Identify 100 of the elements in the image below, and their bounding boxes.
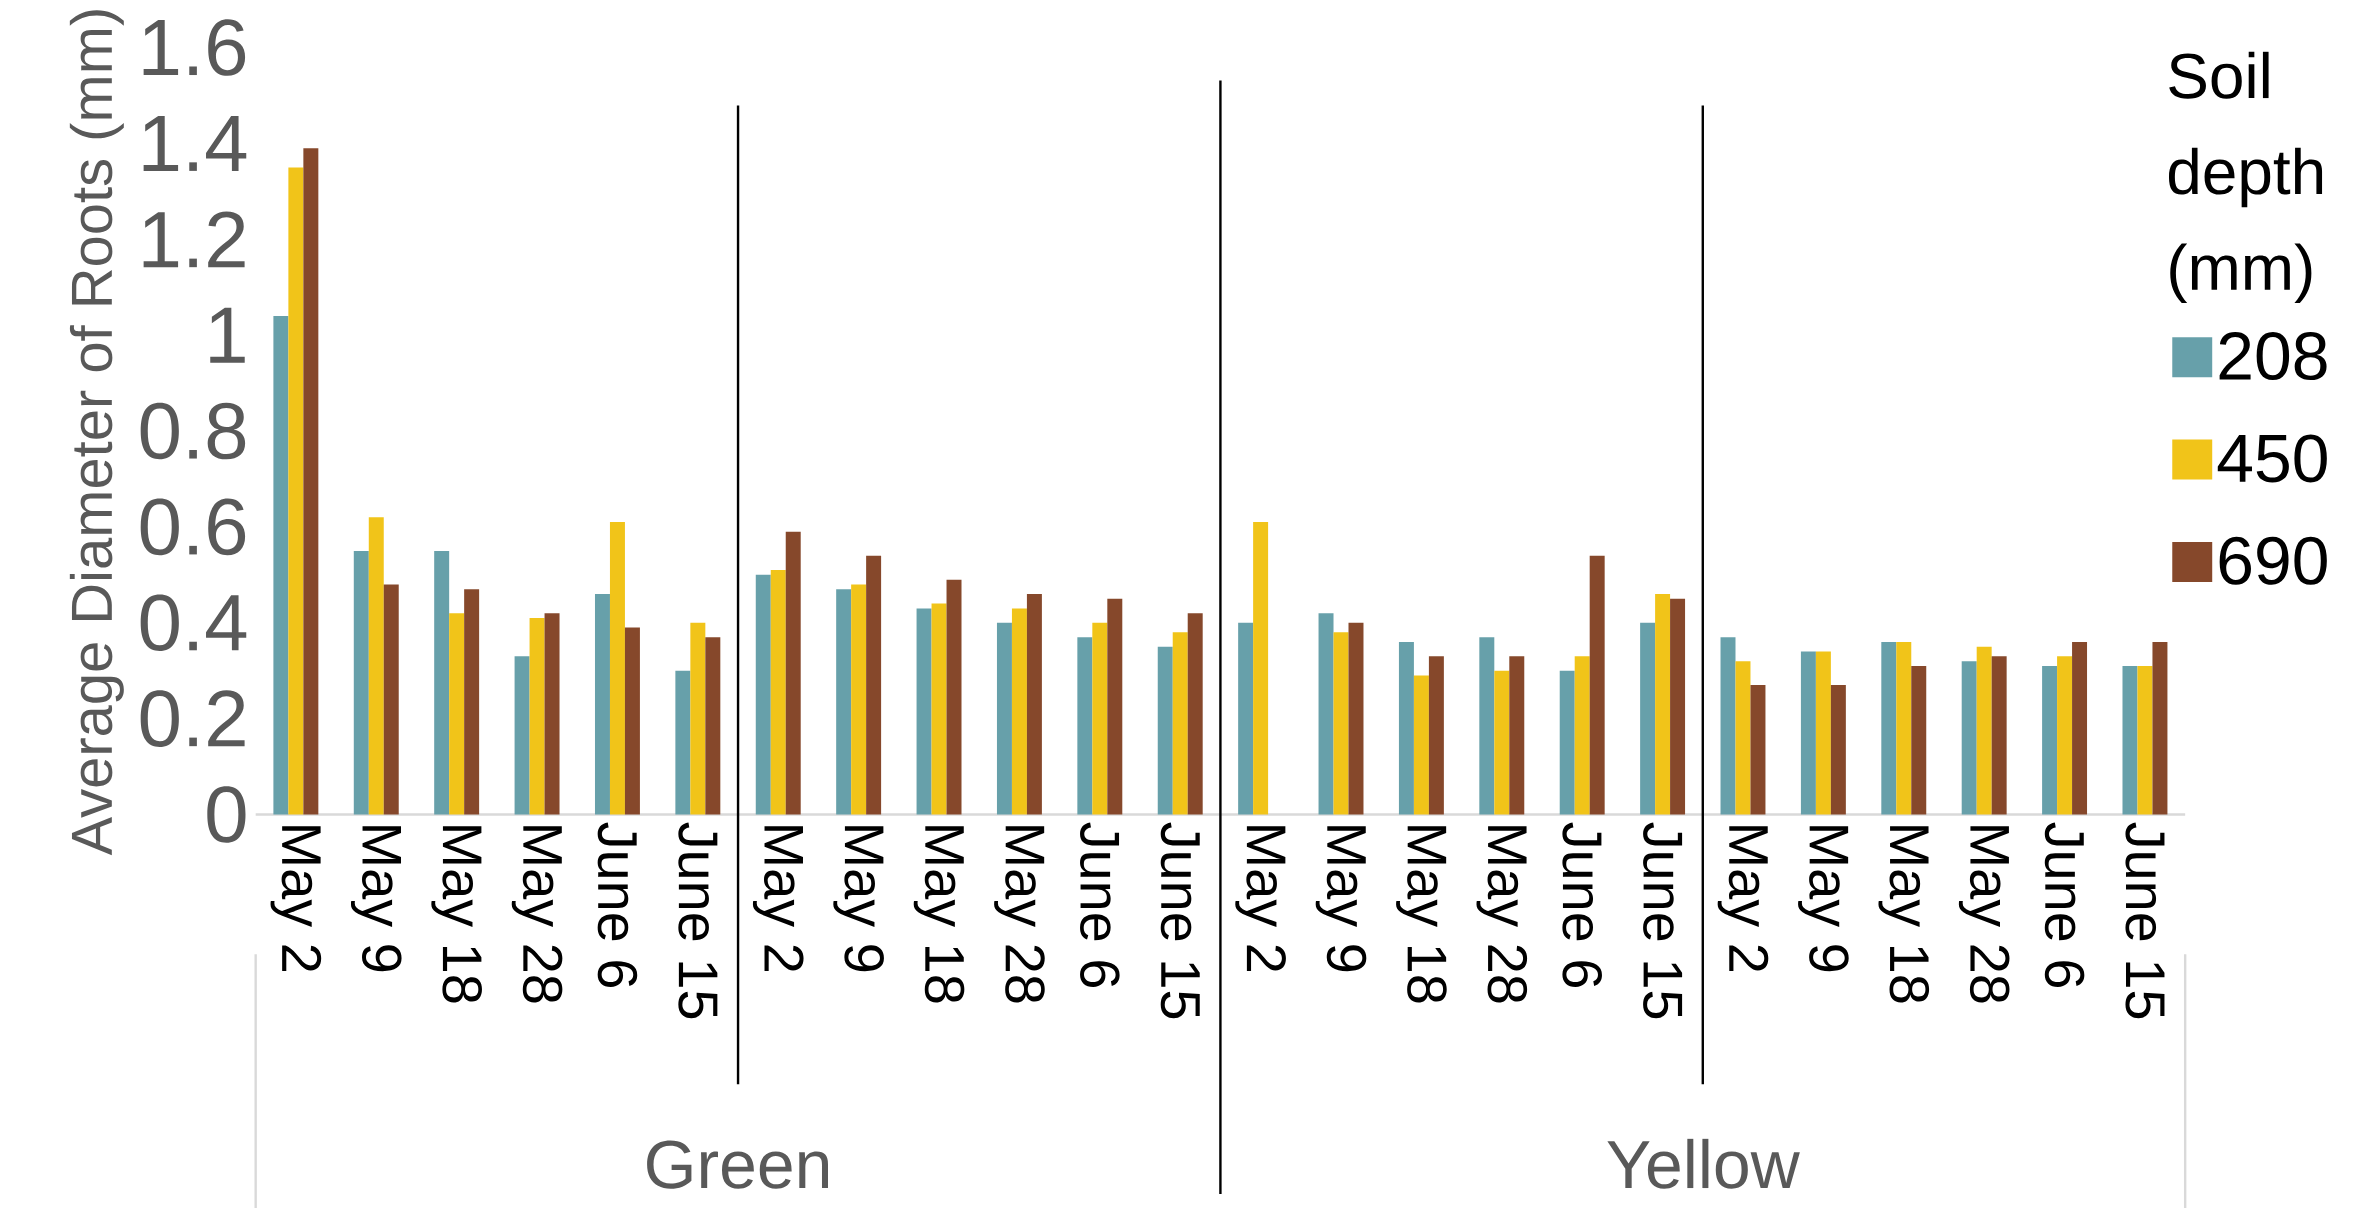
bar bbox=[1976, 646, 1992, 815]
bar bbox=[1157, 646, 1173, 815]
bar bbox=[1991, 656, 2007, 815]
x-tick-label: May 2 bbox=[270, 826, 322, 971]
x-tick-label: June 6 bbox=[597, 822, 638, 987]
bar bbox=[1479, 637, 1495, 815]
text: Green bbox=[647, 1140, 828, 1189]
bar bbox=[288, 167, 304, 815]
bar bbox=[675, 670, 691, 815]
text: Yellow bbox=[1607, 1138, 1800, 1189]
bar bbox=[1238, 622, 1254, 815]
y-tick-label: 1.2 bbox=[143, 211, 245, 268]
bar bbox=[1830, 684, 1846, 815]
x-tick-label: May 18 bbox=[1396, 826, 1447, 1003]
bar bbox=[1881, 641, 1897, 815]
x-tick-label: June 6 bbox=[1562, 822, 1602, 987]
x-tick-label: May 18 bbox=[913, 826, 965, 1003]
bar bbox=[1428, 656, 1444, 815]
bar bbox=[1011, 608, 1027, 815]
bar bbox=[2152, 641, 2168, 815]
bar bbox=[609, 522, 625, 815]
bar bbox=[1187, 613, 1203, 815]
bar bbox=[755, 574, 771, 815]
bar bbox=[1589, 555, 1605, 815]
bar bbox=[449, 613, 465, 815]
bar bbox=[1911, 665, 1927, 815]
legend-title: Soil depth (mm) bbox=[2168, 51, 2323, 303]
bar bbox=[1398, 641, 1414, 815]
bar bbox=[273, 315, 289, 815]
bar bbox=[690, 622, 706, 815]
bar bbox=[2042, 665, 2058, 815]
x-tick-label: May 9 bbox=[1315, 826, 1367, 972]
bar bbox=[1318, 613, 1334, 815]
bar bbox=[931, 603, 947, 815]
y-tick-label: 0.2 bbox=[140, 690, 245, 747]
bar bbox=[946, 579, 962, 815]
x-tick-label: May 2 bbox=[752, 826, 804, 971]
bar bbox=[1720, 637, 1736, 815]
bar bbox=[1077, 637, 1093, 815]
x-tick-label: June 15 bbox=[678, 822, 718, 1019]
bar bbox=[434, 550, 450, 815]
bar bbox=[1655, 593, 1671, 815]
x-tick-label: May 18 bbox=[431, 826, 482, 1003]
x-tick-label: June 15 bbox=[2125, 822, 2165, 1019]
bar bbox=[916, 608, 932, 815]
x-tick-label: May 28 bbox=[511, 826, 563, 1003]
bar bbox=[544, 613, 560, 815]
x-tick-label: June 6 bbox=[2044, 822, 2085, 987]
bar bbox=[1092, 622, 1108, 815]
x-tick-label: May 2 bbox=[1235, 826, 1286, 971]
bar bbox=[770, 569, 786, 815]
y-tick-label: 1 bbox=[210, 307, 245, 363]
x-tick-label: May 9 bbox=[1798, 826, 1849, 972]
bar bbox=[2057, 656, 2073, 815]
bar bbox=[1559, 670, 1575, 815]
bar bbox=[368, 517, 384, 815]
bar bbox=[1253, 522, 1269, 815]
bar bbox=[1896, 641, 1912, 815]
bar bbox=[383, 584, 399, 815]
bar bbox=[1815, 651, 1831, 815]
y-tick-label: 0.6 bbox=[140, 498, 246, 556]
bar bbox=[353, 550, 369, 815]
bar bbox=[1750, 684, 1766, 815]
bar bbox=[2122, 665, 2138, 815]
x-tick-label: May 9 bbox=[833, 826, 884, 972]
y-tick-label: 0.8 bbox=[140, 402, 246, 460]
bar bbox=[303, 148, 319, 815]
bar bbox=[1107, 598, 1123, 815]
bar bbox=[2137, 665, 2153, 815]
bar bbox=[1494, 670, 1510, 815]
bar bbox=[705, 637, 721, 815]
y-tick-label: 1.6 bbox=[143, 19, 246, 76]
x-tick-label: May 2 bbox=[1717, 826, 1769, 971]
bar bbox=[1413, 675, 1429, 815]
y-tick-label: 1.4 bbox=[143, 115, 247, 171]
x-tick-label: May 18 bbox=[1878, 826, 1930, 1003]
x-tick-label: May 28 bbox=[1476, 826, 1528, 1003]
x-tick-label: May 28 bbox=[994, 826, 1045, 1003]
bar bbox=[624, 627, 640, 815]
bar bbox=[514, 656, 530, 815]
x-tick-label: June 15 bbox=[1160, 822, 1200, 1019]
x-tick-label: June 15 bbox=[1643, 822, 1683, 1019]
bar bbox=[1800, 651, 1816, 815]
bar bbox=[1333, 632, 1349, 815]
y-tick-label: 0 bbox=[207, 786, 246, 843]
legend-label: 208 bbox=[2219, 331, 2327, 381]
bar bbox=[836, 589, 852, 815]
bar bbox=[1172, 632, 1188, 815]
bar bbox=[464, 589, 480, 815]
bar bbox=[594, 593, 610, 815]
y-axis-title: Average Diameter of Roots (mm) bbox=[69, 10, 124, 856]
bar bbox=[866, 555, 882, 815]
bar bbox=[1961, 661, 1977, 815]
x-tick-label: May 9 bbox=[350, 826, 402, 972]
bar bbox=[1640, 622, 1656, 815]
bar bbox=[1509, 656, 1525, 815]
bar bbox=[1026, 593, 1042, 815]
x-tick-label: May 28 bbox=[1958, 826, 2010, 1003]
bar bbox=[1670, 598, 1686, 815]
bar bbox=[1574, 656, 1590, 815]
